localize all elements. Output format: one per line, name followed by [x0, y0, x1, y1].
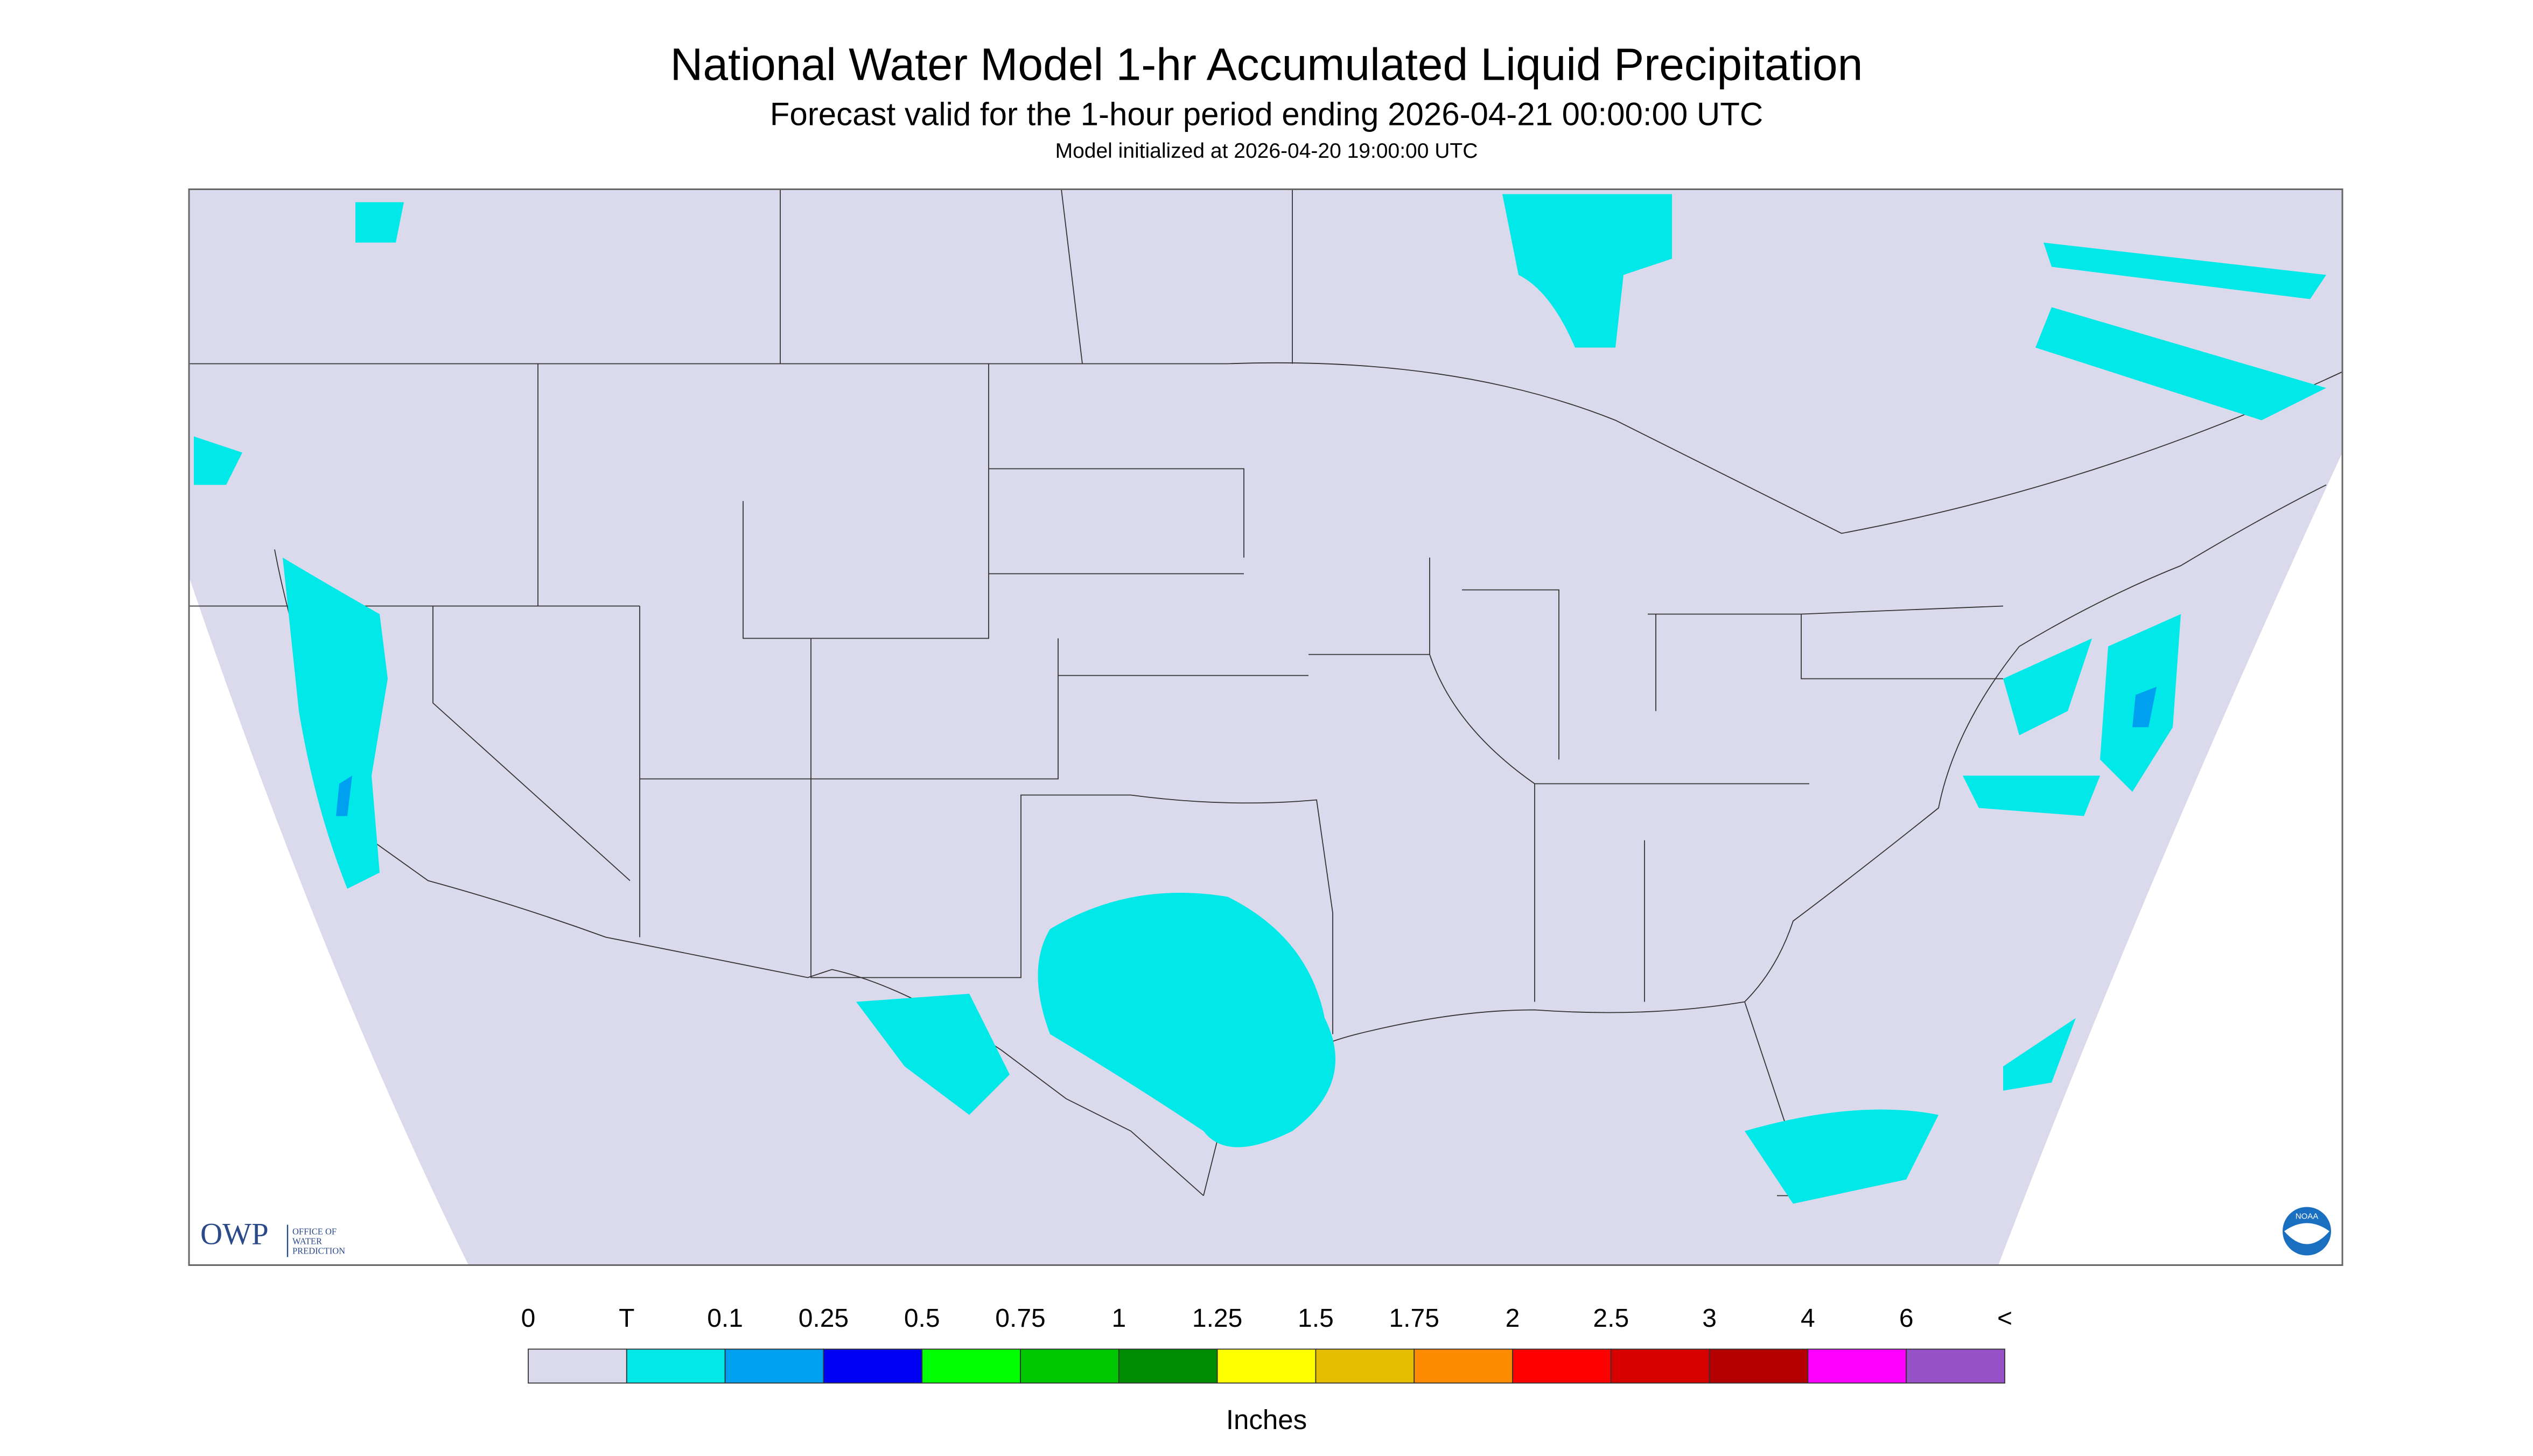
boundaries	[189, 189, 2343, 1196]
legend-label: 4	[1801, 1304, 1815, 1333]
legend-label: 1.25	[1192, 1304, 1242, 1333]
legend-swatch	[724, 1348, 824, 1384]
out-of-domain-right	[1998, 452, 2342, 1265]
legend-swatch	[1512, 1348, 1612, 1384]
legend-label: T	[619, 1304, 634, 1333]
legend-label: 2	[1506, 1304, 1520, 1333]
subtitle: Forecast valid for the 1-hour period end…	[770, 96, 1763, 132]
legend-swatch	[1118, 1348, 1218, 1384]
legend-label: 3	[1702, 1304, 1717, 1333]
out-of-domain-left	[189, 577, 468, 1265]
legend-label: 1.75	[1389, 1304, 1439, 1333]
legend-swatch	[1906, 1348, 2005, 1384]
legend-swatch	[1315, 1348, 1415, 1384]
map: OWP OFFICE OF WATER PREDICTION NOAA	[188, 188, 2343, 1266]
legend-swatch	[823, 1348, 923, 1384]
legend-label: 6	[1899, 1304, 1914, 1333]
legend-swatch	[626, 1348, 726, 1384]
legend-swatch	[921, 1348, 1021, 1384]
legend-label: 1	[1111, 1304, 1126, 1333]
legend-swatch	[1020, 1348, 1119, 1384]
noaa-logo-text: NOAA	[2296, 1212, 2319, 1221]
legend-label: 0.1	[707, 1304, 743, 1333]
legend-label: <	[1997, 1304, 2012, 1333]
legend-swatch	[1709, 1348, 1809, 1384]
legend: 0 T 0.1 0.25 0.5 0.75 1 1.25 1.5 1.75 2 2.5 3 4 6 < Inch…	[521, 1304, 2012, 1435]
legend-unit: Inches	[1226, 1404, 1307, 1435]
owp-logo-text: WATER	[292, 1236, 322, 1247]
legend-swatch	[1610, 1348, 1710, 1384]
legend-swatch	[528, 1348, 627, 1384]
owp-logo: OWP	[200, 1217, 269, 1251]
legend-label: 0.5	[904, 1304, 940, 1333]
init-time: Model initialized at 2026-04-20 19:00:00…	[1055, 139, 1478, 163]
legend-label: 0.25	[799, 1304, 849, 1333]
legend-label: 0	[521, 1304, 536, 1333]
legend-swatch	[1807, 1348, 1907, 1384]
legend-swatch	[1216, 1348, 1317, 1384]
owp-logo-text: PREDICTION	[292, 1246, 345, 1256]
noaa-logo-wave	[2284, 1223, 2329, 1244]
legend-swatch	[1414, 1348, 1513, 1384]
legend-label: 0.75	[995, 1304, 1045, 1333]
title: National Water Model 1-hr Accumulated Li…	[670, 39, 1863, 90]
map-frame	[188, 188, 2343, 1266]
legend-label: 1.5	[1298, 1304, 1334, 1333]
owp-logo-text: OFFICE OF	[292, 1227, 337, 1237]
precipitation-areas	[194, 194, 2326, 1204]
legend-label: 2.5	[1593, 1304, 1629, 1333]
